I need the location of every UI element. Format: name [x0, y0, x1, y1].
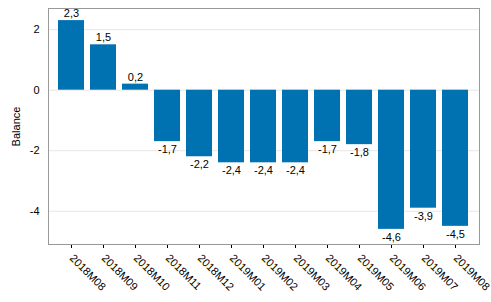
svg-text:2018M10: 2018M10: [131, 251, 173, 293]
svg-text:-2,4: -2,4: [286, 164, 305, 176]
svg-text:2019M02: 2019M02: [259, 251, 301, 293]
svg-text:2019M06: 2019M06: [387, 251, 429, 293]
svg-text:2018M12: 2018M12: [195, 251, 237, 293]
svg-text:2019M07: 2019M07: [419, 251, 461, 293]
svg-text:0,2: 0,2: [128, 71, 143, 83]
svg-text:-1,7: -1,7: [158, 143, 177, 155]
svg-text:-4,6: -4,6: [382, 231, 401, 243]
svg-text:2019M03: 2019M03: [291, 251, 333, 293]
svg-text:2: 2: [33, 23, 39, 35]
svg-text:-3,9: -3,9: [414, 210, 433, 222]
svg-text:Balance: Balance: [10, 107, 22, 147]
svg-text:-2: -2: [30, 144, 40, 156]
svg-text:1,5: 1,5: [96, 31, 111, 43]
svg-text:-2,2: -2,2: [190, 158, 209, 170]
svg-text:0: 0: [33, 84, 39, 96]
svg-text:-2,4: -2,4: [254, 164, 273, 176]
svg-text:-2,4: -2,4: [222, 164, 241, 176]
svg-text:2019M04: 2019M04: [323, 251, 365, 293]
svg-text:-1,8: -1,8: [350, 146, 369, 158]
svg-text:2019M05: 2019M05: [355, 251, 397, 293]
svg-text:2018M09: 2018M09: [99, 251, 141, 293]
svg-text:-4: -4: [30, 205, 40, 217]
svg-text:2019M08: 2019M08: [452, 252, 491, 293]
svg-text:2018M11: 2018M11: [163, 251, 204, 293]
svg-text:-1,7: -1,7: [318, 143, 337, 155]
svg-text:2,3: 2,3: [63, 7, 80, 20]
svg-text:2019M01: 2019M01: [227, 251, 269, 293]
svg-text:-4,5: -4,5: [446, 228, 465, 240]
svg-text:2018M08: 2018M08: [67, 251, 109, 293]
